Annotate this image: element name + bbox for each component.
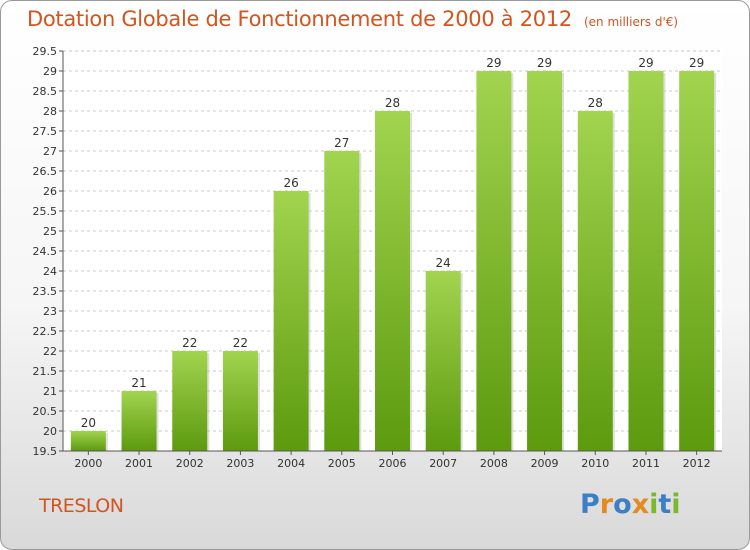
bar bbox=[121, 391, 157, 451]
y-tick-label: 23 bbox=[43, 305, 57, 318]
bar bbox=[628, 71, 664, 451]
title-text: Dotation Globale de Fonctionnement de 20… bbox=[27, 7, 572, 31]
x-tick-label: 2010 bbox=[581, 457, 609, 470]
y-tick-label: 21.5 bbox=[33, 365, 58, 378]
y-tick-label: 28 bbox=[43, 105, 57, 118]
logo-letter: i bbox=[649, 489, 659, 520]
logo-letter: t bbox=[658, 489, 672, 520]
y-tick-label: 19.5 bbox=[33, 445, 58, 458]
y-tick-label: 24.5 bbox=[33, 245, 58, 258]
bar bbox=[476, 71, 512, 451]
x-tick-label: 2003 bbox=[226, 457, 254, 470]
chart-title: Dotation Globale de Fonctionnement de 20… bbox=[27, 7, 678, 31]
bar bbox=[527, 71, 563, 451]
x-tick-label: 2012 bbox=[683, 457, 711, 470]
x-tick-label: 2002 bbox=[176, 457, 204, 470]
y-tick-label: 20 bbox=[43, 425, 57, 438]
bar-value-label: 29 bbox=[537, 56, 552, 70]
y-tick-label: 29 bbox=[43, 65, 57, 78]
proxiti-logo: Proxiti bbox=[580, 489, 681, 520]
bar bbox=[375, 111, 410, 451]
bar-value-label: 20 bbox=[81, 416, 96, 430]
y-tick-label: 27.5 bbox=[33, 125, 58, 138]
bar bbox=[425, 271, 461, 451]
x-tick-label: 2001 bbox=[125, 457, 153, 470]
y-tick-label: 24 bbox=[43, 265, 57, 278]
chart-subtitle: (en milliers d'€) bbox=[583, 15, 679, 29]
bar bbox=[577, 111, 613, 451]
bar-value-label: 22 bbox=[182, 336, 197, 350]
y-tick-label: 25 bbox=[43, 225, 57, 238]
y-tick-label: 20.5 bbox=[33, 405, 58, 418]
logo-letter: x bbox=[631, 489, 650, 520]
logo-letter: r bbox=[599, 489, 614, 520]
bar bbox=[679, 71, 715, 451]
y-tick-label: 28.5 bbox=[33, 85, 58, 98]
commune-name: TRESLON bbox=[39, 495, 124, 517]
bar-value-label: 24 bbox=[436, 256, 451, 270]
x-tick-label: 2000 bbox=[74, 457, 102, 470]
bar bbox=[273, 191, 309, 451]
x-tick-label: 2009 bbox=[531, 457, 559, 470]
bar-value-label: 27 bbox=[334, 136, 349, 150]
y-tick-label: 26 bbox=[43, 185, 57, 198]
logo-letter: i bbox=[671, 489, 681, 520]
y-tick-label: 22 bbox=[43, 345, 57, 358]
y-tick-label: 26.5 bbox=[33, 165, 58, 178]
y-tick-label: 27 bbox=[43, 145, 57, 158]
x-tick-label: 2004 bbox=[277, 457, 305, 470]
bar bbox=[172, 351, 208, 451]
y-tick-label: 23.5 bbox=[33, 285, 58, 298]
bar bbox=[70, 431, 106, 451]
bar-value-label: 21 bbox=[131, 376, 146, 390]
x-tick-label: 2008 bbox=[480, 457, 508, 470]
logo-letter: P bbox=[580, 489, 600, 520]
logo-letter: o bbox=[613, 489, 632, 520]
bar bbox=[324, 151, 360, 451]
bar-value-label: 28 bbox=[385, 96, 400, 110]
bar-value-label: 22 bbox=[233, 336, 248, 350]
y-tick-label: 21 bbox=[43, 385, 57, 398]
x-tick-label: 2011 bbox=[632, 457, 660, 470]
x-tick-label: 2006 bbox=[379, 457, 407, 470]
x-tick-label: 2005 bbox=[328, 457, 356, 470]
bar-value-label: 29 bbox=[638, 56, 653, 70]
bar bbox=[222, 351, 258, 451]
bar-value-label: 29 bbox=[689, 56, 704, 70]
y-tick-label: 22.5 bbox=[33, 325, 58, 338]
y-tick-label: 29.5 bbox=[33, 45, 58, 58]
bar-value-label: 29 bbox=[486, 56, 501, 70]
bar-value-label: 28 bbox=[588, 96, 603, 110]
bar-value-label: 26 bbox=[283, 176, 298, 190]
y-tick-label: 25.5 bbox=[33, 205, 58, 218]
x-tick-label: 2007 bbox=[429, 457, 457, 470]
